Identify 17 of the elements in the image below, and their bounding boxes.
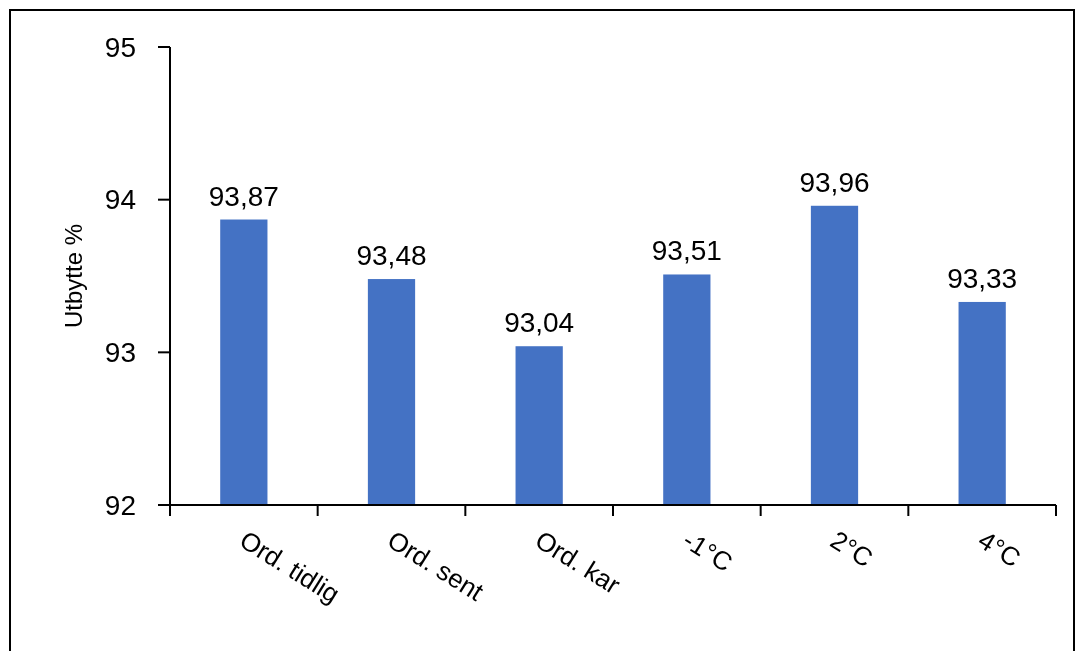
data-label: 93,04	[504, 307, 575, 339]
y-tick-label: 95	[104, 31, 136, 63]
data-label: 93,51	[651, 235, 722, 267]
y-tick-label: 93	[104, 337, 136, 369]
x-tick-label: Ord. sent	[382, 524, 490, 608]
data-label: 93,33	[947, 262, 1018, 294]
y-axis-title: Utbytte %	[60, 223, 87, 329]
data-label: 93,87	[208, 180, 279, 212]
x-tick-label: 2°C	[825, 524, 879, 574]
x-tick-label: -1°C	[677, 524, 738, 578]
x-tick-label: 4°C	[972, 524, 1026, 574]
x-tick-label: Ord. kar	[529, 524, 626, 601]
y-tick-label: 92	[104, 489, 136, 521]
y-tick-label: 94	[104, 184, 136, 216]
x-tick-label: Ord. tidlig	[234, 524, 345, 610]
data-label: 93,96	[799, 166, 870, 198]
data-label: 93,48	[356, 240, 427, 272]
